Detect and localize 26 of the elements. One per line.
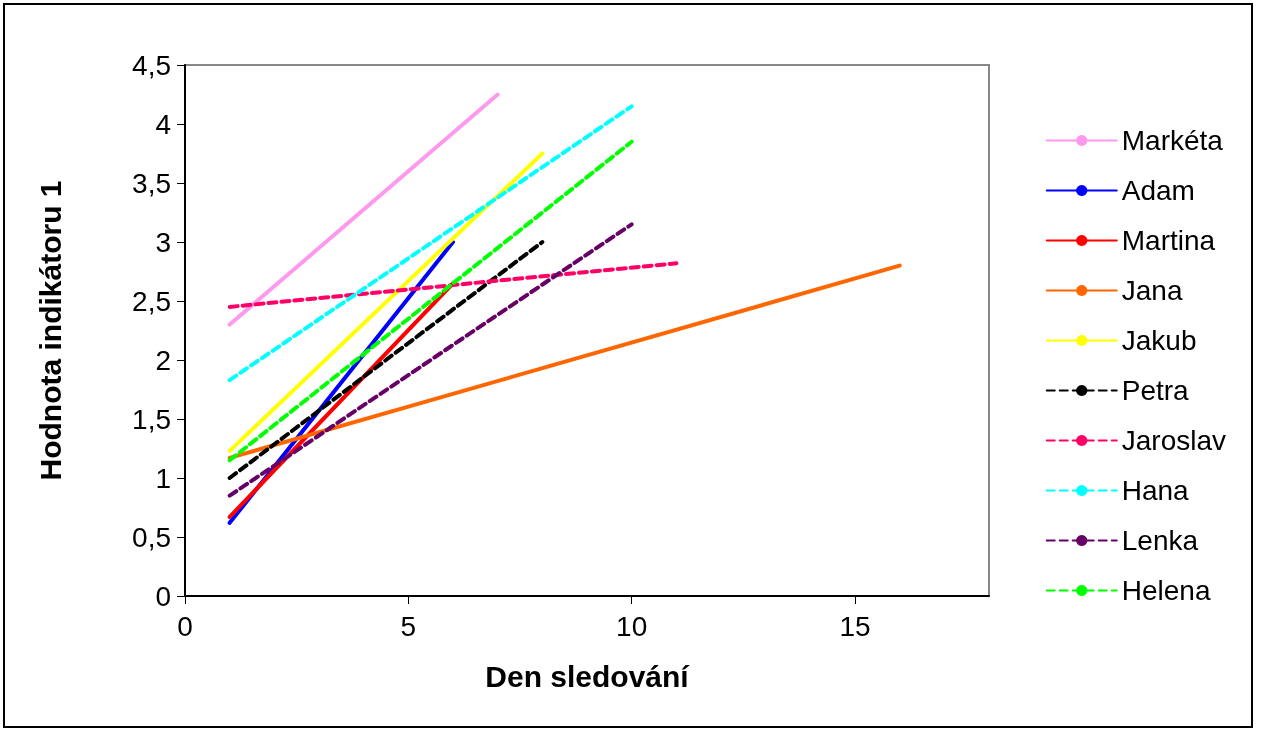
legend-label: Jakub xyxy=(1121,325,1197,356)
legend-label: Adam xyxy=(1121,175,1195,206)
y-axis-title: Hodnota indikátoru 1 xyxy=(33,180,67,481)
y-tick-label: 2,5 xyxy=(132,285,171,317)
legend-label: Petra xyxy=(1121,375,1190,406)
legend-label: Helena xyxy=(1121,575,1211,606)
y-tick-label: 0,5 xyxy=(132,521,171,553)
x-axis-title: Den sledování xyxy=(485,659,691,693)
x-tick-label: 15 xyxy=(839,610,871,642)
legend-label: Jana xyxy=(1121,275,1183,306)
y-tick-label: 3,5 xyxy=(132,167,171,199)
legend-label: Markéta xyxy=(1121,125,1224,156)
y-tick-label: 0 xyxy=(155,580,171,612)
legend-label: Jaroslav xyxy=(1121,425,1226,456)
x-tick-label: 0 xyxy=(177,610,193,642)
x-tick-label: 5 xyxy=(400,610,417,642)
legend-label: Lenka xyxy=(1121,525,1199,556)
y-tick-label: 1 xyxy=(155,462,171,494)
y-tick-label: 3 xyxy=(155,226,171,258)
x-tick-label: 10 xyxy=(616,610,648,642)
legend-label: Hana xyxy=(1121,475,1190,506)
y-tick-label: 4,5 xyxy=(132,49,171,81)
y-tick-label: 2 xyxy=(155,344,171,376)
legend-label: Martina xyxy=(1121,225,1216,256)
y-tick-label: 4 xyxy=(155,108,171,140)
y-tick-label: 1,5 xyxy=(132,403,171,435)
